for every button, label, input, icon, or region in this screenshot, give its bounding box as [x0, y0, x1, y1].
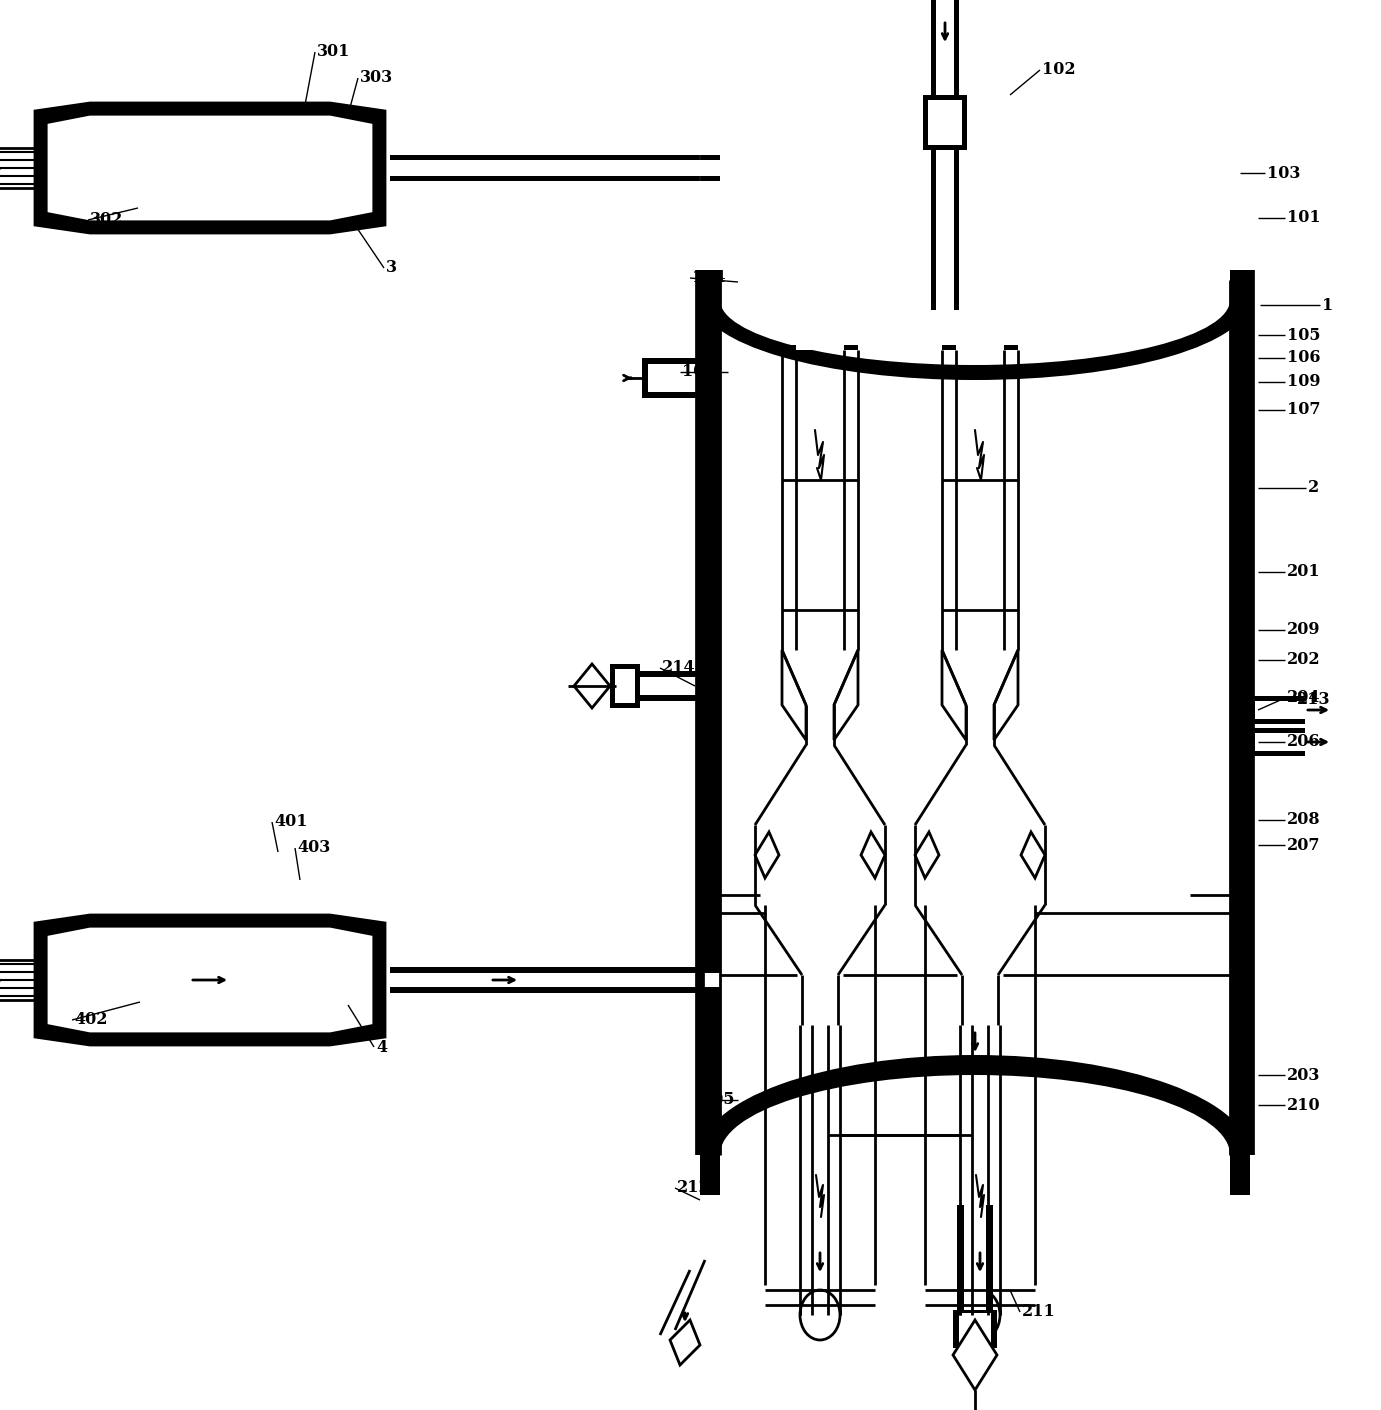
Text: 203: 203	[1287, 1066, 1320, 1083]
Text: 301: 301	[318, 44, 351, 61]
Bar	[642, 358, 700, 398]
Bar	[639, 677, 700, 695]
Bar	[936, 0, 954, 310]
Polygon shape	[916, 832, 939, 878]
Polygon shape	[782, 650, 807, 740]
Polygon shape	[994, 650, 1018, 740]
Text: 3: 3	[387, 259, 396, 276]
Bar	[389, 973, 720, 987]
Text: 101: 101	[1287, 210, 1320, 227]
Text: 210: 210	[1287, 1097, 1320, 1114]
Polygon shape	[953, 1320, 997, 1390]
Bar	[795, 345, 844, 350]
Polygon shape	[834, 650, 858, 740]
Text: 102: 102	[1043, 62, 1076, 79]
Text: 403: 403	[297, 839, 330, 856]
Polygon shape	[1021, 832, 1045, 878]
Bar	[389, 155, 720, 180]
Bar	[923, 94, 967, 149]
Text: 109: 109	[1287, 374, 1320, 391]
Bar	[700, 269, 1250, 1196]
Bar	[389, 967, 720, 993]
Bar	[931, 0, 958, 310]
Text: 201: 201	[1287, 564, 1320, 581]
Ellipse shape	[700, 1055, 1250, 1255]
Text: 4: 4	[376, 1039, 387, 1056]
Bar	[720, 269, 1230, 1196]
Bar	[635, 671, 700, 701]
Polygon shape	[48, 929, 371, 1031]
Bar	[958, 1313, 992, 1345]
Text: 103: 103	[1266, 165, 1301, 182]
Text: 104: 104	[692, 269, 725, 286]
Text: 108: 108	[682, 364, 715, 381]
Text: 211: 211	[1022, 1303, 1055, 1321]
Bar	[782, 345, 858, 350]
Text: 209: 209	[1287, 622, 1320, 639]
Text: 402: 402	[75, 1011, 108, 1028]
Text: 205: 205	[702, 1091, 736, 1108]
Text: 207: 207	[1287, 836, 1320, 853]
Bar	[928, 100, 963, 145]
Bar	[957, 1206, 993, 1316]
Bar	[1250, 697, 1305, 723]
Bar	[615, 668, 635, 704]
Text: 105: 105	[1287, 327, 1320, 344]
Ellipse shape	[960, 1290, 1000, 1340]
Ellipse shape	[720, 235, 1230, 365]
Polygon shape	[670, 1320, 700, 1365]
Ellipse shape	[720, 1074, 1230, 1235]
Text: 302: 302	[90, 212, 123, 228]
Ellipse shape	[700, 220, 1250, 381]
Bar	[648, 364, 696, 392]
Bar	[956, 345, 1004, 350]
Polygon shape	[48, 117, 371, 219]
Text: 204: 204	[1287, 689, 1320, 706]
Text: 206: 206	[1287, 733, 1320, 750]
Text: 1: 1	[1322, 296, 1333, 313]
Bar	[389, 159, 720, 176]
Bar	[1250, 728, 1305, 756]
Text: 208: 208	[1287, 812, 1320, 829]
Polygon shape	[574, 664, 610, 708]
Text: 107: 107	[1287, 402, 1320, 419]
Text: 202: 202	[1287, 651, 1320, 668]
Ellipse shape	[800, 1290, 840, 1340]
Polygon shape	[942, 650, 965, 740]
Text: 213: 213	[1297, 691, 1330, 708]
Text: 214: 214	[661, 660, 696, 677]
Text: 303: 303	[360, 69, 394, 86]
Text: 106: 106	[1287, 350, 1320, 367]
Bar	[964, 1206, 986, 1316]
Text: 401: 401	[273, 814, 308, 830]
Text: 212: 212	[677, 1180, 711, 1197]
Bar	[1255, 733, 1305, 752]
Bar	[1255, 701, 1305, 719]
Polygon shape	[35, 103, 385, 233]
Bar	[720, 1155, 1230, 1255]
Polygon shape	[755, 832, 779, 878]
Polygon shape	[860, 832, 885, 878]
Bar	[953, 1310, 997, 1348]
Bar	[720, 210, 1230, 300]
Bar	[942, 345, 1018, 350]
Polygon shape	[35, 915, 385, 1045]
Bar	[610, 664, 639, 708]
Text: 2: 2	[1308, 479, 1319, 496]
